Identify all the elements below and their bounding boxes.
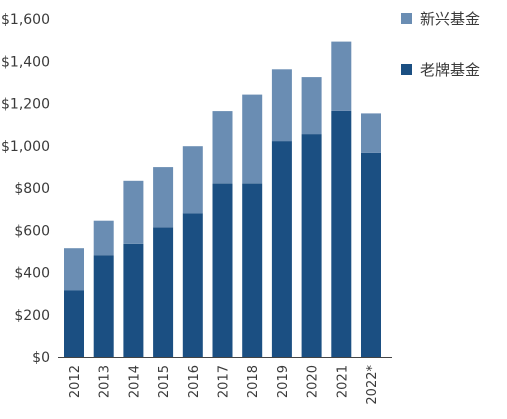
bar-emerging-2022 (361, 113, 381, 153)
bar-established-2021 (331, 110, 352, 358)
x-tick-label: 2016 (187, 365, 202, 398)
bar-established-2013 (93, 255, 114, 357)
y-tick-label: $200 (14, 308, 50, 324)
y-tick-label: $1,200 (1, 97, 50, 113)
bar-emerging-2021 (331, 41, 352, 111)
y-axis: $0 $200 $400 $600 $800 $1,000 $1,200 $1,400 $1,6… (1, 12, 392, 366)
bar-established-2022 (361, 152, 381, 357)
legend-label: 老牌基金 (420, 61, 480, 79)
bar-emerging-2016 (182, 146, 203, 214)
bar-emerging-2014 (123, 180, 144, 244)
bar-established-2018 (242, 183, 263, 357)
y-tick-label: $0 (32, 350, 50, 366)
x-tick-label: 2018 (246, 365, 261, 398)
x-tick-label: 2013 (98, 365, 113, 398)
x-tick-label: 2015 (157, 365, 172, 398)
bar-emerging-2017 (212, 111, 233, 184)
bar-established-2017 (212, 183, 233, 357)
bar-emerging-2018 (242, 94, 263, 184)
bar-established-2015 (153, 227, 174, 357)
bar-emerging-2012 (64, 248, 84, 291)
bar-established-2019 (271, 141, 292, 357)
x-tick-label: 2022* (365, 365, 380, 405)
y-tick-label: $400 (14, 266, 50, 282)
x-tick-label: 2012 (68, 365, 83, 398)
x-axis: 2012 2013 2014 2015 2016 2017 2018 2019 2020 2021… (68, 365, 380, 405)
bar-emerging-2020 (301, 77, 322, 135)
x-tick-label: 2014 (127, 365, 142, 398)
bar-established-2020 (301, 134, 322, 357)
bar-established-2014 (123, 243, 144, 357)
legend-swatch (401, 13, 412, 24)
bar-established-2012 (64, 290, 84, 357)
bar-emerging-2013 (93, 220, 114, 256)
y-tick-label: $1,400 (1, 54, 50, 70)
legend-label: 新兴基金 (420, 10, 480, 28)
y-tick-label: $600 (14, 223, 50, 239)
x-tick-label: 2019 (276, 365, 291, 398)
x-tick-label: 2021 (335, 365, 350, 398)
legend-swatch (401, 64, 412, 75)
bar-emerging-2019 (271, 69, 292, 142)
y-tick-label: $1,000 (1, 139, 50, 155)
y-tick-label: $1,600 (1, 12, 50, 28)
bar-established-2016 (182, 213, 203, 357)
y-tick-label: $800 (14, 181, 50, 197)
bar-emerging-2015 (153, 167, 174, 228)
bar-group (64, 41, 381, 358)
x-tick-label: 2017 (217, 365, 232, 398)
x-tick-label: 2020 (306, 365, 321, 398)
